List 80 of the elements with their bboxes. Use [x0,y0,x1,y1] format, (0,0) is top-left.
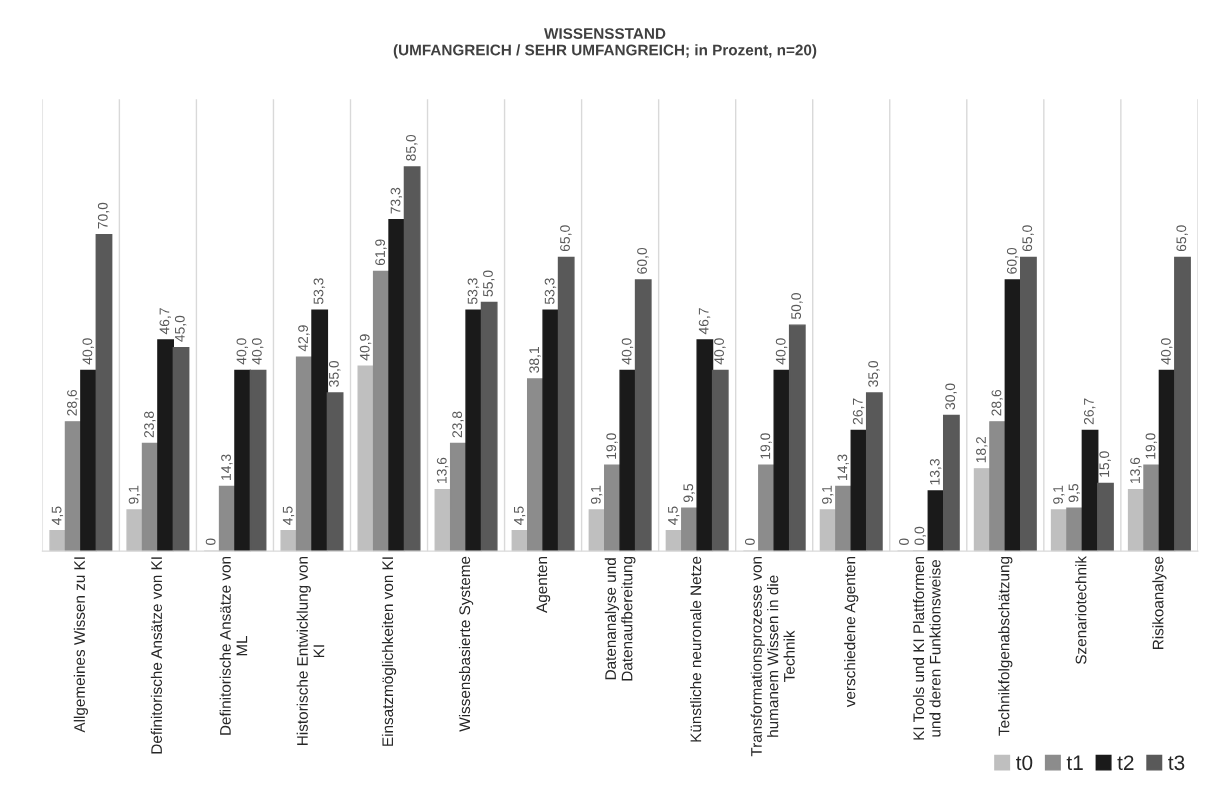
data-label: 46,7 [698,308,711,335]
data-label: 23,8 [144,411,156,438]
x-tick-label: Szenariotechnik [1075,555,1087,664]
data-label: 28,6 [67,389,79,416]
data-label: 65,0 [1022,225,1034,252]
data-label: 28,6 [991,389,1003,416]
x-tick-label: Datenanalyse und Datenaufbereitung [604,556,636,681]
data-label: 53,3 [544,278,557,305]
data-label: 9,5 [1068,483,1081,502]
data-label: 9,1 [822,485,834,504]
data-label: 9,1 [1053,485,1065,504]
x-tick-label: Einsatzmöglichkeiten von KI [381,557,397,746]
data-label: 13,3 [929,459,942,485]
x-tick-label: KI Tools und KI Plattformen und deren Funktionsweise [912,556,941,740]
x-tick-label: Definitorische Ansätze von KI [150,557,163,754]
legend-label: t1 [1066,755,1083,771]
data-label: 0 [205,538,216,546]
data-label: 40,0 [82,338,94,365]
legend-label: t3 [1168,755,1185,771]
data-label: 9,5 [683,483,695,502]
x-tick-label: Risikoanalyse [1152,556,1167,649]
data-label: 35,0 [868,360,880,387]
x-tick-label: Transformationsprozesse von humanem Wissen in die Technik [750,556,795,757]
data-label: 4,5 [51,506,64,525]
data-label: 19,0 [760,433,772,459]
data-label: 50,0 [791,293,803,320]
data-label: 9,1 [128,485,141,504]
data-label: 13,6 [1130,457,1142,484]
data-label: 14,3 [221,454,233,480]
data-label: 40,0 [236,338,249,365]
data-label: 60,0 [637,247,649,274]
data-label: 40,0 [1160,338,1173,365]
chart-title: WISSENSSTAND (UMFANGREICH / SEHR UMFANGREICH; in Prozent, n=20) [393,28,817,59]
data-label: 40,0 [775,338,788,365]
data-label: 40,0 [621,338,634,365]
data-label: 13,6 [436,457,449,484]
data-label: 45,0 [174,315,187,342]
data-label: 40,9 [359,334,372,361]
legend-label: t2 [1117,755,1134,771]
data-label: 35,0 [328,360,341,387]
data-label: 60,0 [1006,247,1019,274]
x-tick-label: Künstliche neuronale Netze [690,556,702,742]
data-label: 30,0 [945,383,957,410]
data-label: 40,0 [251,338,264,365]
data-label: 65,0 [1176,225,1188,252]
data-label: 40,0 [714,338,726,365]
data-label: 61,9 [375,239,387,266]
data-label: 4,5 [282,506,295,525]
x-tick-label: Historische Entwicklung von KI [296,556,325,745]
data-label: 19,0 [606,433,618,459]
data-label: 14,3 [837,454,849,480]
data-label: 18,2 [976,436,988,463]
data-label: 42,9 [298,325,310,352]
data-label: 26,7 [852,398,865,425]
data-label: 70,0 [97,202,110,229]
data-label: 4,5 [514,506,526,525]
data-label: 15,0 [1099,451,1111,477]
x-tick-label: Definitorische Ansätze von ML [219,556,248,735]
data-label: 65,0 [560,225,572,252]
data-label: 26,7 [1083,398,1096,425]
data-label: 9,1 [590,485,603,504]
data-label: 55,0 [483,270,495,297]
data-label: 0 [899,538,909,546]
x-tick-label: verschiedene Agenten [844,556,859,708]
data-label: 23,8 [452,411,464,438]
data-label: 53,3 [467,278,480,305]
data-label: 0,0 [914,526,926,546]
data-label: 4,5 [668,506,680,525]
data-label: 0 [744,538,755,546]
x-tick-label: Technikfolgenabschätzung [998,556,1013,736]
data-label: 19,0 [1145,433,1158,459]
data-label: 38,1 [529,347,541,373]
x-tick-label: Wissensbasierte Systeme [458,556,474,732]
data-label: 53,3 [313,278,326,305]
x-tick-label: Agenten [536,556,551,613]
data-label: 46,7 [159,308,171,335]
legend-label: t0 [1016,755,1033,771]
data-label: 85,0 [406,134,418,161]
x-tick-label: Allgemeines Wissen zu KI [73,557,88,733]
data-label: 73,3 [390,187,403,214]
